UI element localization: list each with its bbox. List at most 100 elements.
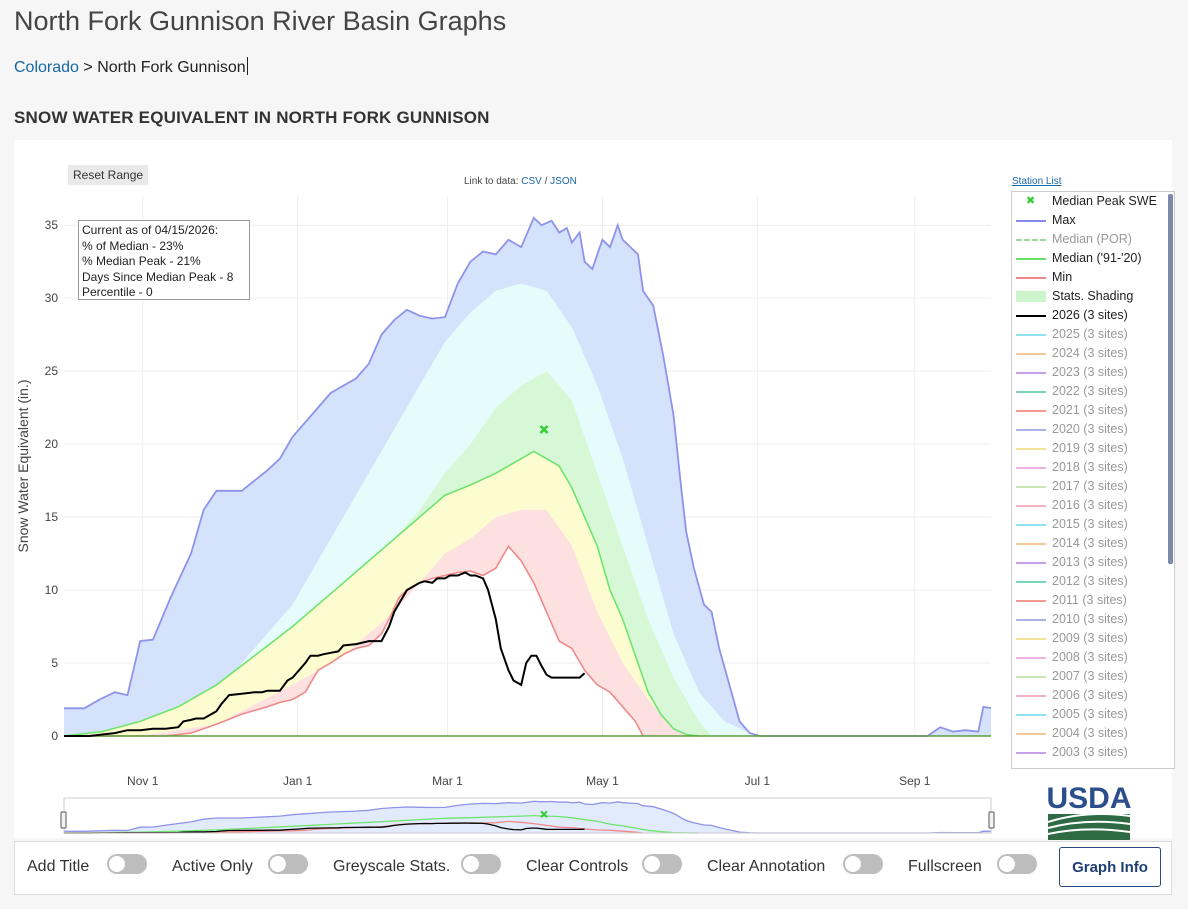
greyscale-stats-label: Greyscale Stats. (333, 858, 451, 875)
legend-swatch (1016, 372, 1046, 374)
csv-link[interactable]: CSV (521, 176, 542, 187)
legend-item[interactable]: 2017 (3 sites) (1012, 477, 1174, 496)
legend-item[interactable]: 2016 (3 sites) (1012, 496, 1174, 515)
legend-swatch (1016, 448, 1046, 450)
legend-swatch (1016, 239, 1046, 241)
legend-item[interactable]: 2021 (3 sites) (1012, 401, 1174, 420)
legend-label: 2012 (3 sites) (1052, 574, 1128, 588)
legend-label: 2013 (3 sites) (1052, 555, 1128, 569)
station-list-link[interactable]: Station List (1012, 176, 1062, 187)
legend-item[interactable]: 2023 (3 sites) (1012, 363, 1174, 382)
graph-info-button[interactable]: Graph Info (1059, 847, 1161, 887)
status-date: Current as of 04/15/2026: (82, 223, 219, 237)
legend-label: 2016 (3 sites) (1052, 498, 1128, 512)
clear-annotation-label: Clear Annotation (707, 858, 826, 875)
legend-item[interactable]: Median ('91-'20) (1012, 249, 1174, 268)
legend-item[interactable]: 2008 (3 sites) (1012, 648, 1174, 667)
legend-swatch (1016, 543, 1046, 545)
clear-controls-toggle[interactable] (642, 854, 682, 874)
legend-item[interactable]: 2010 (3 sites) (1012, 610, 1174, 629)
legend-label: 2004 (3 sites) (1052, 726, 1128, 740)
legend-label: Stats. Shading (1052, 289, 1134, 303)
legend-swatch (1016, 429, 1046, 431)
legend-label: Median ('91-'20) (1052, 251, 1142, 265)
legend-item[interactable]: 2012 (3 sites) (1012, 572, 1174, 591)
legend-swatch (1016, 315, 1046, 317)
legend-item[interactable]: 2018 (3 sites) (1012, 458, 1174, 477)
legend-label: 2017 (3 sites) (1052, 479, 1128, 493)
legend-item[interactable]: Median (POR) (1012, 230, 1174, 249)
legend-swatch (1016, 695, 1046, 697)
legend-swatch (1016, 334, 1046, 336)
legend-label: 2020 (3 sites) (1052, 422, 1128, 436)
legend-item[interactable]: Min (1012, 268, 1174, 287)
legend-swatch (1016, 676, 1046, 678)
legend-item[interactable]: 2011 (3 sites) (1012, 591, 1174, 610)
legend-label: Min (1052, 270, 1073, 284)
legend-swatch (1016, 752, 1046, 754)
legend-swatch (1016, 258, 1046, 260)
legend-item[interactable]: 2005 (3 sites) (1012, 705, 1174, 724)
legend-item[interactable]: 2019 (3 sites) (1012, 439, 1174, 458)
usda-logo-text: USDA (1046, 782, 1131, 815)
legend-label: 2007 (3 sites) (1052, 669, 1128, 683)
legend-label: 2015 (3 sites) (1052, 517, 1128, 531)
legend-item[interactable]: ✖ Median Peak SWE (1012, 192, 1174, 211)
legend-label: 2021 (3 sites) (1052, 403, 1128, 417)
legend: ✖ Median Peak SWE Max Median (POR) Median ('… (1011, 191, 1175, 769)
text-caret (246, 57, 248, 75)
legend-label: 2022 (3 sites) (1052, 384, 1128, 398)
legend-label: Median Peak SWE (1052, 194, 1157, 208)
link-to-data: Link to data: CSV / JSON (464, 176, 577, 187)
legend-scrollbar[interactable] (1168, 194, 1173, 564)
add-title-toggle[interactable] (107, 854, 147, 874)
legend-label: 2018 (3 sites) (1052, 460, 1128, 474)
legend-swatch (1016, 562, 1046, 564)
fullscreen-toggle[interactable] (997, 854, 1037, 874)
legend-label: 2014 (3 sites) (1052, 536, 1128, 550)
reset-range-button[interactable]: Reset Range (68, 165, 149, 185)
legend-item[interactable]: 2020 (3 sites) (1012, 420, 1174, 439)
active-only-toggle[interactable] (268, 854, 308, 874)
legend-swatch (1016, 581, 1046, 583)
legend-swatch: ✖ (1026, 195, 1036, 207)
breadcrumb-colorado-link[interactable]: Colorado (14, 59, 79, 76)
legend-label: 2024 (3 sites) (1052, 346, 1128, 360)
legend-label: 2023 (3 sites) (1052, 365, 1128, 379)
legend-item[interactable]: 2007 (3 sites) (1012, 667, 1174, 686)
status-days-since-peak: Days Since Median Peak - 8 (82, 269, 234, 284)
legend-item[interactable]: 2015 (3 sites) (1012, 515, 1174, 534)
legend-item[interactable]: Stats. Shading (1012, 287, 1174, 306)
legend-swatch (1016, 277, 1046, 279)
link-prefix: Link to data: (464, 176, 519, 187)
legend-item[interactable]: 2003 (3 sites) (1012, 743, 1174, 762)
legend-swatch (1016, 353, 1046, 355)
json-link[interactable]: JSON (550, 176, 577, 187)
legend-item[interactable]: 2009 (3 sites) (1012, 629, 1174, 648)
legend-swatch (1016, 391, 1046, 393)
fullscreen-label: Fullscreen (908, 858, 982, 875)
status-pct-median: % of Median - 23% (82, 238, 184, 253)
legend-items: ✖ Median Peak SWE Max Median (POR) Median ('… (1012, 192, 1174, 762)
legend-item[interactable]: 2026 (3 sites) (1012, 306, 1174, 325)
legend-swatch (1016, 638, 1046, 640)
greyscale-stats-toggle[interactable] (461, 854, 501, 874)
clear-annotation-toggle[interactable] (843, 854, 883, 874)
legend-item[interactable]: 2014 (3 sites) (1012, 534, 1174, 553)
legend-swatch (1016, 505, 1046, 507)
legend-item[interactable]: 2013 (3 sites) (1012, 553, 1174, 572)
legend-item[interactable]: 2022 (3 sites) (1012, 382, 1174, 401)
legend-label: 2025 (3 sites) (1052, 327, 1128, 341)
legend-item[interactable]: 2006 (3 sites) (1012, 686, 1174, 705)
legend-label: 2003 (3 sites) (1052, 745, 1128, 759)
legend-swatch (1016, 486, 1046, 488)
legend-label: 2011 (3 sites) (1052, 593, 1127, 607)
legend-item[interactable]: 2004 (3 sites) (1012, 724, 1174, 743)
page-title: North Fork Gunnison River Basin Graphs (14, 6, 507, 36)
legend-item[interactable]: Max (1012, 211, 1174, 230)
section-title: SNOW WATER EQUIVALENT IN NORTH FORK GUNN… (14, 108, 490, 127)
legend-swatch (1016, 220, 1046, 222)
controls-bar: Add Title Active Only Greyscale Stats. C… (14, 841, 1172, 895)
legend-item[interactable]: 2024 (3 sites) (1012, 344, 1174, 363)
legend-item[interactable]: 2025 (3 sites) (1012, 325, 1174, 344)
